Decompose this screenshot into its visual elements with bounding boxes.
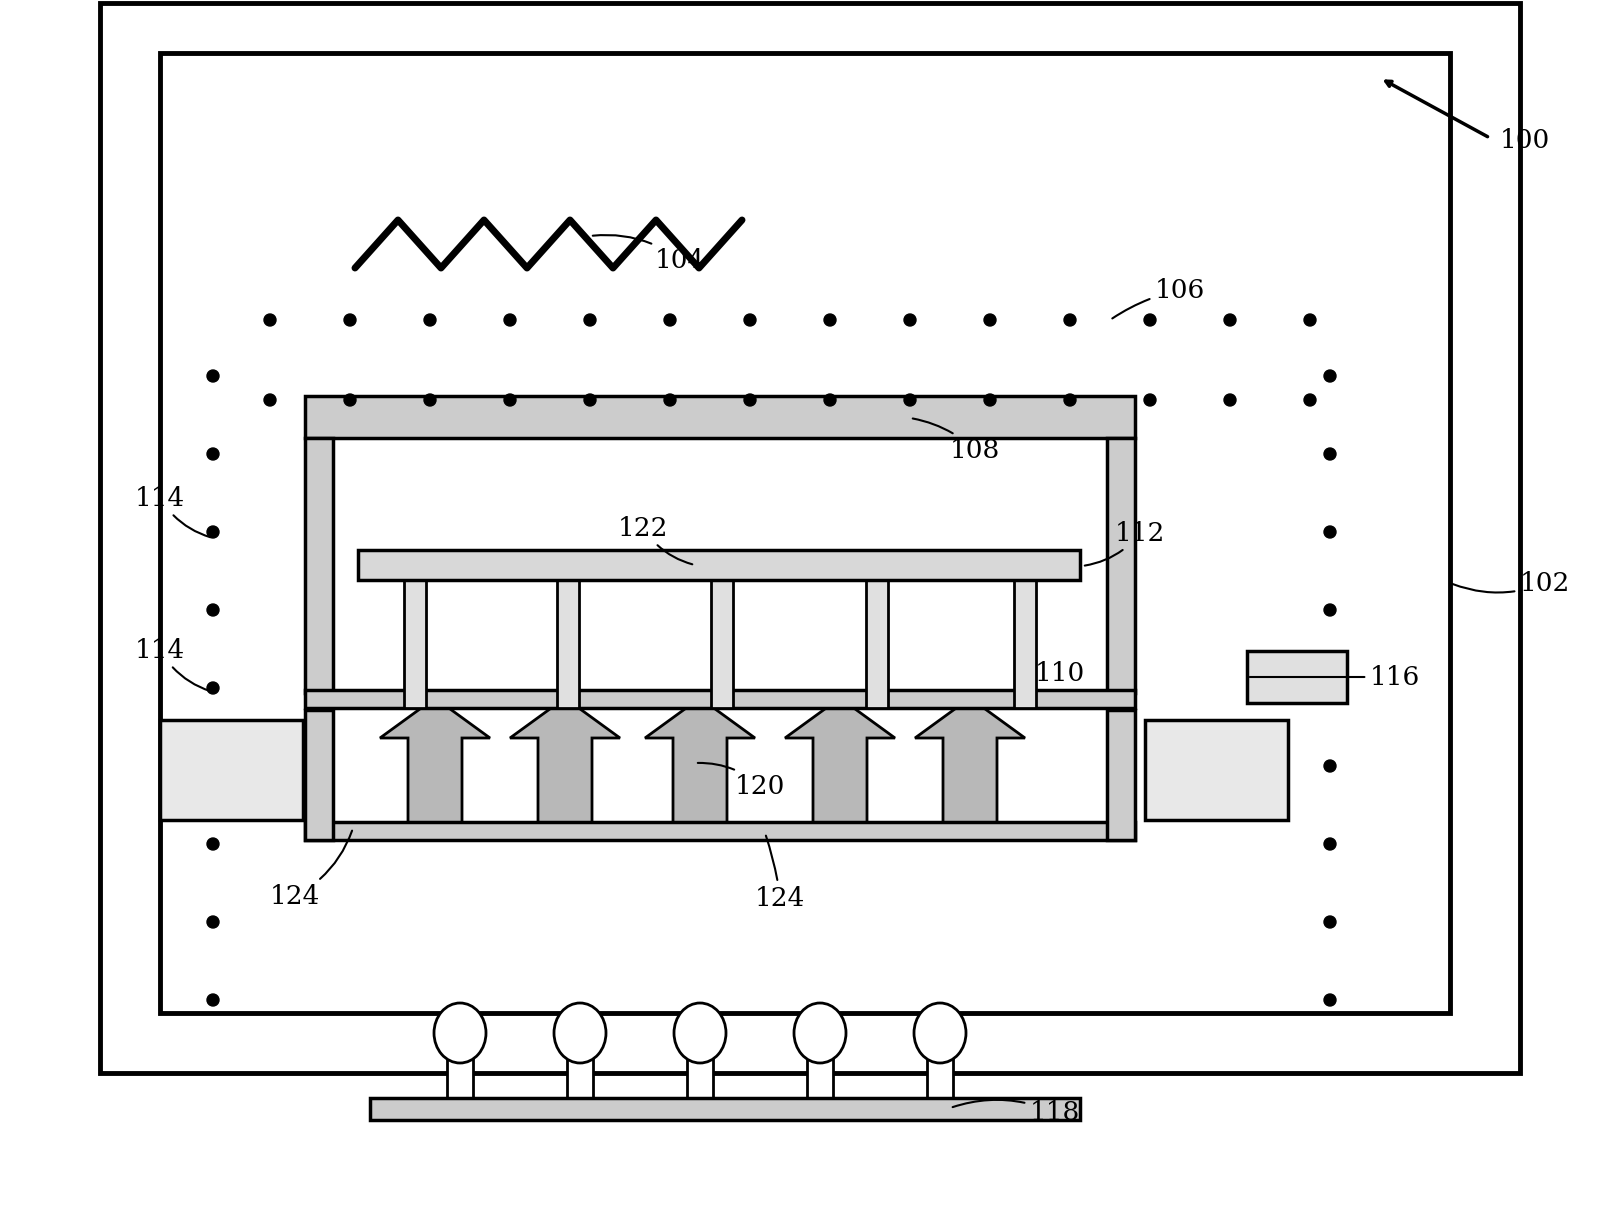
Circle shape xyxy=(206,448,219,460)
Polygon shape xyxy=(785,698,896,840)
Circle shape xyxy=(1324,837,1336,850)
Circle shape xyxy=(1324,760,1336,772)
Bar xyxy=(333,438,1107,690)
Polygon shape xyxy=(511,698,620,840)
Text: 120: 120 xyxy=(698,763,786,798)
Circle shape xyxy=(424,314,437,325)
Text: 124: 124 xyxy=(756,835,806,910)
Circle shape xyxy=(1324,993,1336,1006)
Text: 100: 100 xyxy=(1500,128,1550,152)
Circle shape xyxy=(206,993,219,1006)
Text: 104: 104 xyxy=(593,235,706,273)
Bar xyxy=(304,395,1136,438)
Circle shape xyxy=(1224,314,1236,325)
Text: 102: 102 xyxy=(1453,571,1571,596)
Circle shape xyxy=(1224,394,1236,406)
Text: 110: 110 xyxy=(1034,661,1086,685)
Polygon shape xyxy=(644,698,756,840)
Circle shape xyxy=(206,526,219,538)
Ellipse shape xyxy=(794,1003,846,1063)
Bar xyxy=(1013,580,1036,709)
Ellipse shape xyxy=(433,1003,487,1063)
Circle shape xyxy=(1063,314,1076,325)
Circle shape xyxy=(1324,916,1336,928)
Circle shape xyxy=(1144,394,1157,406)
Circle shape xyxy=(206,370,219,382)
Circle shape xyxy=(664,394,677,406)
Circle shape xyxy=(904,314,917,325)
Circle shape xyxy=(1144,314,1157,325)
Ellipse shape xyxy=(554,1003,606,1063)
Circle shape xyxy=(823,394,836,406)
Bar xyxy=(557,580,578,709)
Circle shape xyxy=(206,604,219,616)
Circle shape xyxy=(585,394,596,406)
Circle shape xyxy=(504,314,516,325)
Bar xyxy=(710,580,733,709)
Bar xyxy=(304,690,1136,709)
Circle shape xyxy=(1324,526,1336,538)
Bar xyxy=(446,1043,474,1098)
Text: 122: 122 xyxy=(619,516,693,565)
Circle shape xyxy=(1303,394,1316,406)
Circle shape xyxy=(1324,682,1336,694)
Circle shape xyxy=(264,314,275,325)
Circle shape xyxy=(424,394,437,406)
Bar xyxy=(358,550,1079,580)
Bar xyxy=(159,720,303,820)
Bar xyxy=(304,438,333,693)
Text: 114: 114 xyxy=(135,485,211,537)
Circle shape xyxy=(206,760,219,772)
Circle shape xyxy=(1324,604,1336,616)
Bar xyxy=(807,1043,833,1098)
Text: 108: 108 xyxy=(913,419,1000,463)
Bar xyxy=(867,580,888,709)
Text: 124: 124 xyxy=(271,830,353,909)
Bar xyxy=(926,1043,954,1098)
Bar xyxy=(159,53,1450,1013)
Bar xyxy=(1247,651,1347,702)
Polygon shape xyxy=(915,698,1025,840)
Circle shape xyxy=(585,314,596,325)
Text: 112: 112 xyxy=(1084,521,1165,566)
Bar xyxy=(1145,720,1289,820)
Circle shape xyxy=(823,314,836,325)
Circle shape xyxy=(1324,448,1336,460)
Polygon shape xyxy=(380,698,490,840)
Bar xyxy=(304,710,333,840)
Bar xyxy=(1107,710,1136,840)
Circle shape xyxy=(264,394,275,406)
Bar xyxy=(371,1098,1079,1120)
Circle shape xyxy=(345,314,356,325)
Circle shape xyxy=(904,394,917,406)
Text: 114: 114 xyxy=(135,637,211,691)
Circle shape xyxy=(206,916,219,928)
Bar xyxy=(567,1043,593,1098)
Circle shape xyxy=(1324,370,1336,382)
Circle shape xyxy=(984,314,996,325)
Bar xyxy=(304,822,1136,840)
Bar xyxy=(686,1043,714,1098)
Circle shape xyxy=(206,837,219,850)
Circle shape xyxy=(345,394,356,406)
Circle shape xyxy=(744,394,756,406)
Text: 118: 118 xyxy=(952,1100,1081,1126)
Circle shape xyxy=(664,314,677,325)
Ellipse shape xyxy=(913,1003,967,1063)
Circle shape xyxy=(1063,394,1076,406)
Bar xyxy=(100,2,1521,1073)
Text: 116: 116 xyxy=(1250,664,1421,689)
Circle shape xyxy=(744,314,756,325)
Circle shape xyxy=(504,394,516,406)
Circle shape xyxy=(206,682,219,694)
Ellipse shape xyxy=(673,1003,727,1063)
Bar xyxy=(1107,438,1136,693)
Bar xyxy=(404,580,425,709)
Circle shape xyxy=(1303,314,1316,325)
Text: 106: 106 xyxy=(1112,278,1205,318)
Circle shape xyxy=(984,394,996,406)
